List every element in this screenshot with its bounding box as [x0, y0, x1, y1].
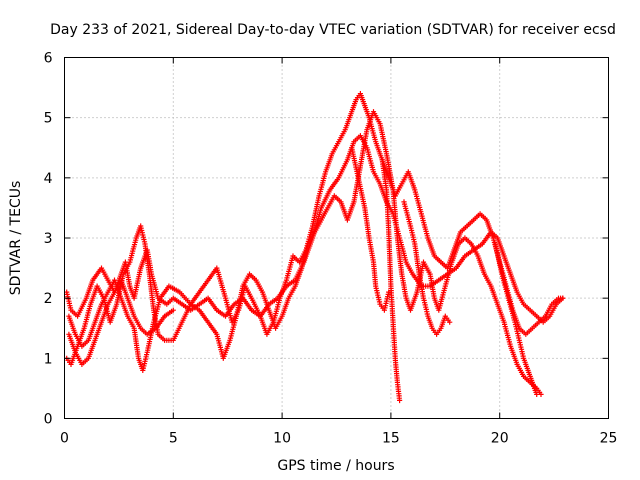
y-tick-label: 0: [44, 412, 53, 428]
data-point: [447, 319, 453, 325]
y-tick-label: 6: [44, 51, 53, 67]
data-point: [534, 391, 540, 397]
x-tick-label: 5: [169, 431, 178, 447]
data-point: [386, 289, 392, 295]
y-tick-label: 1: [44, 351, 53, 367]
x-tick-label: 0: [60, 431, 69, 447]
data-point: [560, 295, 566, 301]
series-sdtvar: [64, 91, 566, 404]
x-tick-label: 25: [600, 431, 618, 447]
y-tick-label: 2: [44, 291, 53, 307]
data-point: [170, 307, 176, 313]
x-tick-label: 10: [273, 431, 291, 447]
data-point: [397, 397, 403, 404]
data-points: [64, 91, 566, 404]
axis-ticks: [64, 57, 609, 419]
y-tick-label: 3: [44, 231, 53, 247]
x-axis-label: GPS time / hours: [277, 458, 394, 474]
x-axis-tick-labels: 0 5 10 15 20 25: [60, 431, 617, 447]
y-tick-label: 5: [44, 111, 53, 127]
x-tick-label: 20: [491, 431, 509, 447]
y-tick-label: 4: [44, 171, 53, 187]
x-tick-label: 15: [382, 431, 400, 447]
y-axis-tick-labels: 0 1 2 3 4 5 6: [44, 51, 53, 428]
y-axis-label: SDTVAR / TECUs: [8, 181, 24, 296]
chart-title: Day 233 of 2021, Sidereal Day-to-day VTE…: [50, 22, 616, 38]
